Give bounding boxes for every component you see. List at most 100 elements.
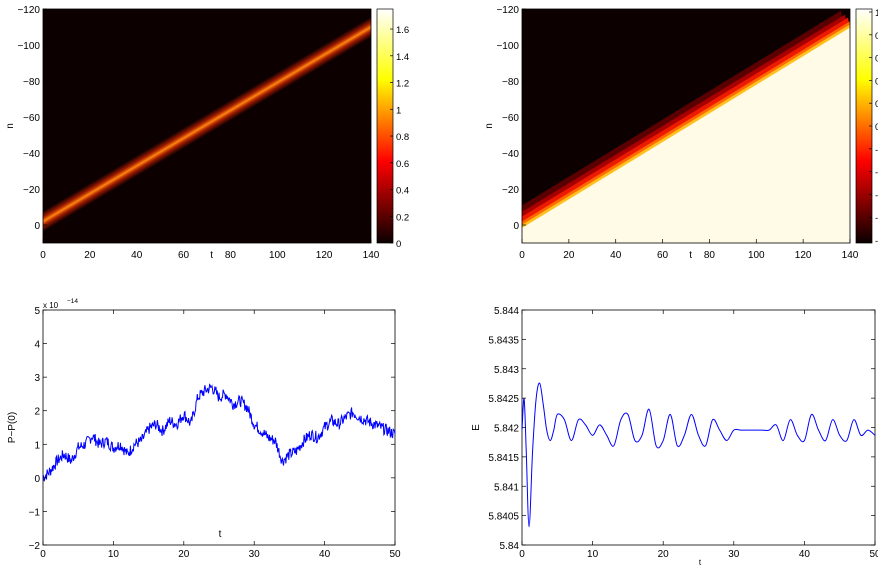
- y-tick-label: −80: [502, 77, 519, 88]
- y-tick-label: 5.8435: [488, 335, 519, 346]
- y-tick-label: 5.843: [494, 365, 519, 376]
- colorbar-tick-label: -0: [875, 213, 878, 224]
- x-tick-label: 50: [869, 549, 878, 560]
- x-tick-label: 10: [587, 549, 599, 560]
- y-tick-label: −1: [29, 507, 41, 518]
- colorbar-tick-label: 0.: [875, 31, 878, 42]
- linechart4-frame: [521, 309, 876, 546]
- x-tick-label: 120: [795, 250, 812, 261]
- x-tick-label: 20: [84, 250, 96, 261]
- x-tick-label: 100: [748, 250, 765, 261]
- y-tick-label: −2: [29, 541, 41, 552]
- y-tick-label: 1: [34, 440, 40, 451]
- y-tick-label: 5: [34, 306, 40, 317]
- x-tick-label: 30: [249, 549, 261, 560]
- x-tick-label: 0: [519, 549, 525, 560]
- x-axis-label: t: [699, 558, 702, 565]
- heatmap2-frame: [521, 8, 851, 244]
- colorbar-tick-label: 0.4: [396, 186, 409, 197]
- y-tick-label: 4: [34, 340, 40, 351]
- heatmap1-field: [43, 16, 371, 233]
- x-tick-label: 20: [658, 549, 670, 560]
- y-tick-label: 5.8425: [488, 394, 519, 405]
- y-tick-label: −40: [502, 149, 519, 160]
- x-tick-label: 120: [316, 250, 333, 261]
- x-tick-label: 140: [363, 250, 380, 261]
- y-tick-label: 5.841: [494, 482, 519, 493]
- exponent-power: −14: [67, 298, 78, 305]
- linechart4-series-line: [521, 382, 876, 528]
- x-tick-label: 20: [178, 549, 190, 560]
- x-tick-label: 0: [40, 549, 46, 560]
- x-tick-label: 40: [131, 250, 143, 261]
- y-tick-label: 5.8405: [488, 512, 519, 523]
- x-tick-label: 0: [40, 250, 46, 261]
- colorbar-tick-label: -0: [875, 168, 878, 179]
- x-tick-label: 40: [319, 549, 331, 560]
- y-tick-label: 2: [34, 407, 40, 418]
- x-tick-label: 60: [657, 250, 669, 261]
- y-tick-label: 0: [34, 221, 40, 232]
- colorbar-tick-label: 0.: [875, 99, 878, 110]
- x-tick-label: 80: [225, 250, 237, 261]
- x-tick-label: 30: [728, 549, 740, 560]
- x-tick-label: 10: [108, 549, 120, 560]
- y-tick-label: 0: [513, 221, 519, 232]
- colorbar-tick-label: 1.6: [396, 25, 409, 36]
- heatmap1-frame: [42, 8, 372, 244]
- x-axis-label: t: [219, 529, 222, 540]
- y-axis-label: n: [5, 123, 16, 129]
- x-tick-label: 100: [269, 250, 286, 261]
- y-tick-label: −120: [496, 5, 519, 16]
- y-tick-label: −60: [502, 113, 519, 124]
- colorbar-tick-label: -1: [875, 236, 878, 247]
- y-tick-label: −60: [23, 113, 40, 124]
- x-axis-label: t: [210, 250, 213, 261]
- colorbar-tick-label: 0.8: [396, 132, 409, 143]
- colorbar-tick-label: 0: [396, 239, 401, 250]
- y-tick-label: 5.842: [494, 424, 519, 435]
- colorbar-tick-label: 1: [875, 8, 878, 19]
- x-tick-label: 0: [519, 250, 525, 261]
- colorbar-tick-label: 0.: [875, 76, 878, 87]
- y-axis-label: P−P(0): [7, 412, 18, 443]
- exponent-label: x 10: [43, 301, 59, 310]
- linechart3-frame: [42, 309, 396, 546]
- y-tick-label: −20: [23, 185, 40, 196]
- x-axis-label: t: [689, 250, 692, 261]
- x-tick-label: 40: [799, 549, 811, 560]
- colorbar-tick-label: 0.6: [396, 159, 409, 170]
- colorbar-tick-label: 0: [875, 122, 878, 133]
- y-tick-label: −120: [17, 5, 40, 16]
- y-tick-label: 3: [34, 373, 40, 384]
- y-tick-label: 5.8415: [488, 453, 519, 464]
- colorbar-tick-label: -0: [875, 190, 878, 201]
- x-tick-label: 140: [842, 250, 859, 261]
- x-tick-label: 50: [389, 549, 401, 560]
- colorbar-tick-label: 0.: [875, 54, 878, 65]
- colorbar-tick-label: -0: [875, 145, 878, 156]
- linechart3-series-line: [42, 383, 396, 482]
- y-tick-label: 0: [34, 474, 40, 485]
- y-tick-label: −100: [17, 41, 40, 52]
- y-axis-label: n: [484, 123, 495, 129]
- y-tick-label: 5.844: [494, 306, 519, 317]
- y-tick-label: −40: [23, 149, 40, 160]
- colorbar-tick-label: 1.2: [396, 79, 409, 90]
- x-tick-label: 80: [704, 250, 716, 261]
- y-tick-label: −100: [496, 41, 519, 52]
- y-tick-label: −80: [23, 77, 40, 88]
- x-tick-label: 20: [563, 250, 575, 261]
- heatmap2-front-plateau: [522, 27, 850, 243]
- x-tick-label: 60: [178, 250, 190, 261]
- y-tick-label: 5.84: [500, 541, 520, 552]
- y-axis-label: E: [471, 424, 482, 431]
- colorbar-tick-label: 0.2: [396, 212, 409, 223]
- y-tick-label: −20: [502, 185, 519, 196]
- colorbar-tick-label: 1: [396, 105, 401, 116]
- colorbar: [376, 8, 394, 244]
- colorbar-tick-label: 1.4: [396, 52, 409, 63]
- heatmap2-field: [522, 10, 850, 243]
- heatmap1-soliton-ridge: [43, 16, 371, 233]
